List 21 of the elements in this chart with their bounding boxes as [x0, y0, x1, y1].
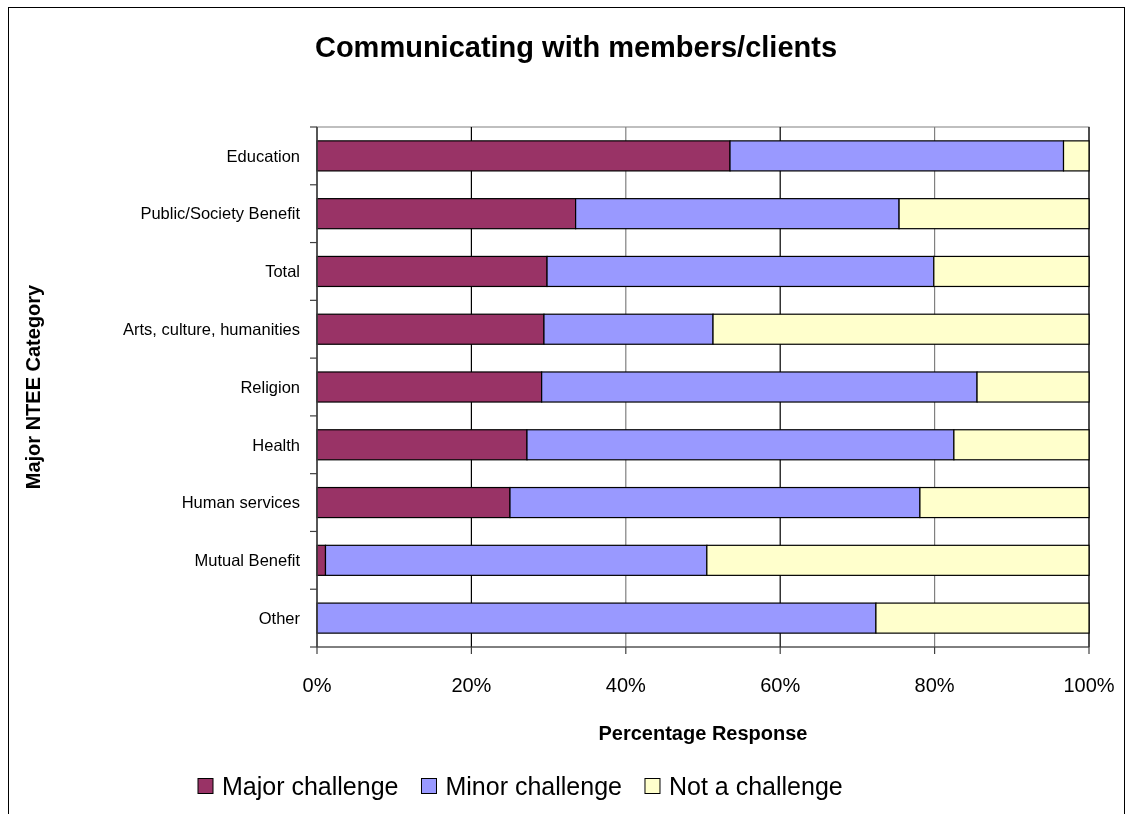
x-tick-label: 20% [451, 674, 492, 696]
legend-label: Not a challenge [668, 771, 843, 800]
x-tick-label: 0% [302, 674, 332, 696]
legend-label: Minor challenge [445, 771, 622, 800]
y-tick-label: Mutual Benefit [194, 551, 301, 570]
y-tick-label: Other [258, 608, 301, 627]
y-tick-label: Arts, culture, humanities [123, 320, 300, 338]
legend-label: Major challenge [222, 771, 399, 800]
x-tick-label: 80% [914, 674, 955, 696]
y-axis-title: Major NTEE Category [22, 283, 44, 490]
x-axis-title: Percentage Response [598, 722, 808, 744]
x-tick-label: 40% [605, 674, 647, 696]
y-tick-label: Total [265, 262, 300, 281]
y-tick-label: Religion [240, 377, 300, 396]
y-tick-label: Health [252, 435, 300, 454]
y-tick-label: Human services [181, 493, 300, 512]
x-tick-label: 60% [760, 674, 801, 696]
chart-title: Communicating with members/clients [314, 31, 838, 63]
y-tick-label: Education [226, 146, 300, 165]
x-tick-label: 100% [1063, 674, 1115, 696]
y-tick-label: Public/Society Benefit [140, 204, 301, 223]
